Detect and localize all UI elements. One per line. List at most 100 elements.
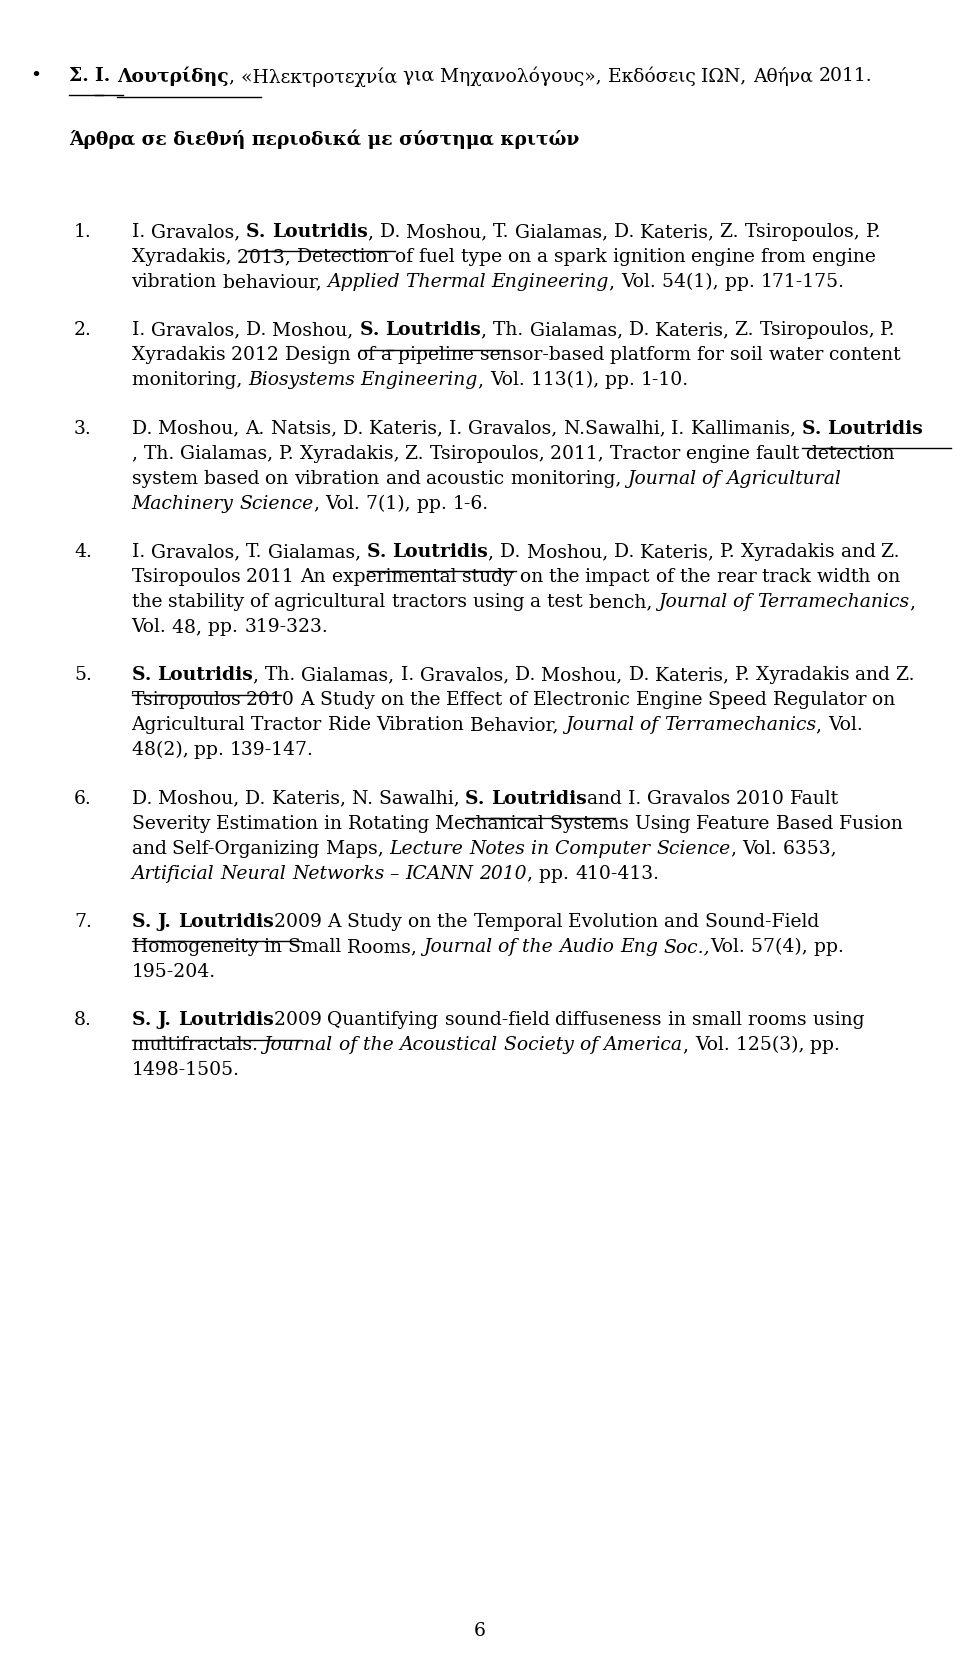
Text: Loutridis: Loutridis — [386, 321, 481, 340]
Text: on: on — [508, 248, 537, 266]
Text: a: a — [381, 346, 397, 365]
Text: A: A — [327, 913, 347, 932]
Text: test: test — [547, 592, 588, 611]
Text: system: system — [132, 470, 204, 489]
Text: Loutridis: Loutridis — [178, 1012, 274, 1029]
Text: Gravalos,: Gravalos, — [151, 544, 246, 560]
Text: using: using — [812, 1012, 870, 1029]
Text: Xyradakis,: Xyradakis, — [132, 248, 237, 266]
Text: Agricultural: Agricultural — [727, 470, 847, 489]
Text: Mechanical: Mechanical — [436, 815, 550, 833]
Text: Loutridis: Loutridis — [393, 544, 489, 560]
Text: Journal: Journal — [263, 1036, 339, 1054]
Text: P.: P. — [279, 445, 300, 463]
Text: 1498-1505.: 1498-1505. — [132, 1061, 240, 1079]
Text: Gialamas,: Gialamas, — [530, 321, 629, 340]
Text: vibration: vibration — [295, 470, 386, 489]
Text: Systems: Systems — [550, 815, 635, 833]
Text: Sound-Field: Sound-Field — [705, 913, 826, 932]
Text: Vol.: Vol. — [695, 1036, 735, 1054]
Text: ,: , — [481, 321, 493, 340]
Text: Science: Science — [657, 840, 731, 858]
Text: D.: D. — [515, 666, 541, 684]
Text: width: width — [817, 569, 876, 586]
Text: 1-6.: 1-6. — [453, 495, 489, 512]
Text: Terramechanics: Terramechanics — [757, 592, 909, 611]
Text: Acoustical: Acoustical — [399, 1036, 504, 1054]
Text: 48(2),: 48(2), — [132, 741, 194, 760]
Text: Άρθρα σε διεθνή περιοδικά με σύστημα κριτών: Άρθρα σε διεθνή περιοδικά με σύστημα κρι… — [69, 129, 580, 149]
Text: Science: Science — [239, 495, 314, 512]
Text: 113(1),: 113(1), — [531, 371, 605, 390]
Text: 195-204.: 195-204. — [132, 964, 216, 980]
Text: of: of — [357, 346, 381, 365]
Text: Gravalos,: Gravalos, — [151, 223, 246, 241]
Text: S.: S. — [132, 1012, 157, 1029]
Text: for: for — [697, 346, 730, 365]
Text: S.: S. — [132, 666, 157, 684]
Text: S.: S. — [246, 223, 272, 241]
Text: Using: Using — [635, 815, 696, 833]
Text: on: on — [876, 569, 906, 586]
Text: Tsiropoulos: Tsiropoulos — [132, 569, 247, 586]
Text: 2011: 2011 — [247, 569, 300, 586]
Text: pp.: pp. — [208, 617, 244, 636]
Text: multifractals.: multifractals. — [132, 1036, 263, 1054]
Text: Behavior,: Behavior, — [470, 716, 564, 734]
Text: T.: T. — [493, 223, 515, 241]
Text: 3.: 3. — [74, 420, 91, 438]
Text: from: from — [761, 248, 812, 266]
Text: Kateris,: Kateris, — [640, 544, 720, 560]
Text: –: – — [390, 865, 405, 883]
Text: Journal: Journal — [627, 470, 702, 489]
Text: a: a — [530, 592, 547, 611]
Text: engine: engine — [691, 248, 761, 266]
Text: N.Sawalhi,: N.Sawalhi, — [564, 420, 671, 438]
Text: Lecture: Lecture — [390, 840, 469, 858]
Text: Vol.: Vol. — [621, 273, 661, 291]
Text: of: of — [509, 691, 533, 709]
Text: rooms: rooms — [748, 1012, 812, 1029]
Text: Engine: Engine — [636, 691, 708, 709]
Text: Biosystems: Biosystems — [248, 371, 361, 390]
Text: Kateris,: Kateris, — [655, 666, 735, 684]
Text: •: • — [31, 67, 42, 85]
Text: Z.: Z. — [720, 223, 745, 241]
Text: Homogeneity: Homogeneity — [132, 939, 264, 955]
Text: of: of — [498, 939, 522, 955]
Text: I.: I. — [132, 321, 151, 340]
Text: D.: D. — [132, 420, 157, 438]
Text: Z.: Z. — [881, 544, 906, 560]
Text: agricultural: agricultural — [275, 592, 392, 611]
Text: Vol.: Vol. — [710, 939, 752, 955]
Text: using: using — [472, 592, 530, 611]
Text: 54(1),: 54(1), — [661, 273, 725, 291]
Text: monitoring,: monitoring, — [132, 371, 248, 390]
Text: the: the — [410, 691, 446, 709]
Text: Speed: Speed — [708, 691, 773, 709]
Text: 2010: 2010 — [480, 865, 527, 883]
Text: Self-Organizing: Self-Organizing — [173, 840, 325, 858]
Text: Soc.,: Soc., — [664, 939, 710, 955]
Text: ,: , — [527, 865, 539, 883]
Text: fuel: fuel — [419, 248, 461, 266]
Text: Fusion: Fusion — [839, 815, 909, 833]
Text: experimental: experimental — [331, 569, 462, 586]
Text: pp.: pp. — [194, 741, 230, 760]
Text: Journal: Journal — [423, 939, 498, 955]
Text: study: study — [462, 569, 519, 586]
Text: A.: A. — [245, 420, 271, 438]
Text: 6.: 6. — [74, 790, 91, 808]
Text: I.: I. — [400, 666, 420, 684]
Text: sensor-based: sensor-based — [480, 346, 610, 365]
Text: Vibration: Vibration — [376, 716, 470, 734]
Text: Tsiropoulos,: Tsiropoulos, — [745, 223, 866, 241]
Text: Σ.: Σ. — [69, 67, 95, 85]
Text: 2012: 2012 — [231, 346, 285, 365]
Text: S.: S. — [466, 790, 492, 808]
Text: D.: D. — [343, 420, 369, 438]
Text: Severity: Severity — [132, 815, 216, 833]
Text: Sawalhi,: Sawalhi, — [378, 790, 466, 808]
Text: S.: S. — [802, 420, 828, 438]
Text: Gialamas,: Gialamas, — [268, 544, 367, 560]
